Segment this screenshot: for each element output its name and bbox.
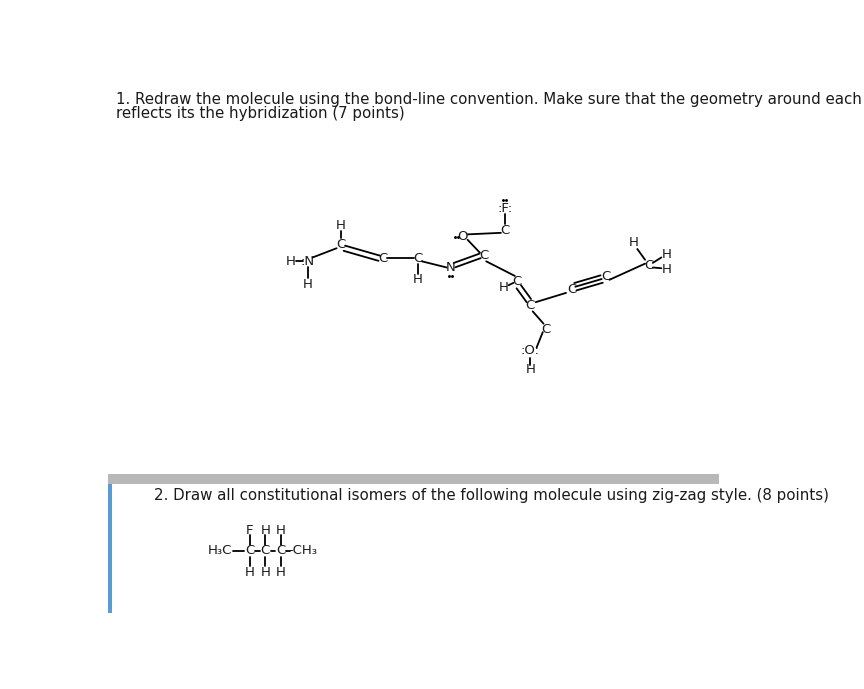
Text: H: H — [662, 248, 671, 261]
Text: C: C — [512, 275, 522, 288]
Text: 1. Redraw the molecule using the bond-line convention. Make sure that the geomet: 1. Redraw the molecule using the bond-li… — [116, 92, 864, 107]
Text: H: H — [286, 255, 295, 268]
Text: :O:: :O: — [521, 344, 540, 357]
Text: H: H — [260, 524, 270, 537]
Text: H: H — [413, 274, 423, 287]
Text: :F:: :F: — [497, 202, 512, 215]
Text: F: F — [246, 524, 253, 537]
Text: C: C — [480, 249, 488, 263]
Text: C: C — [645, 260, 653, 272]
Text: C: C — [378, 251, 388, 265]
Text: C: C — [541, 322, 550, 336]
Text: H: H — [628, 236, 638, 249]
Text: N: N — [446, 261, 455, 274]
Text: C: C — [276, 544, 285, 557]
Text: C: C — [601, 270, 610, 283]
Text: H: H — [276, 566, 286, 579]
Text: H: H — [525, 363, 536, 376]
Text: H: H — [276, 524, 286, 537]
Text: C: C — [567, 282, 576, 296]
Text: C: C — [336, 238, 345, 251]
Text: H: H — [245, 566, 255, 579]
Text: :N: :N — [301, 255, 315, 268]
Text: C: C — [500, 224, 510, 237]
Text: H: H — [303, 278, 313, 291]
Text: H: H — [499, 281, 508, 294]
Text: O: O — [458, 230, 468, 243]
Text: C: C — [245, 544, 255, 557]
Text: C: C — [526, 300, 535, 313]
Text: reflects its the hybridization (7 points): reflects its the hybridization (7 points… — [116, 106, 404, 121]
Text: H: H — [662, 263, 671, 276]
Text: 2. Draw all constitutional isomers of the following molecule using zig-zag style: 2. Draw all constitutional isomers of th… — [155, 489, 829, 504]
Text: –CH₃: –CH₃ — [286, 544, 317, 557]
Text: H: H — [260, 566, 270, 579]
Text: C: C — [413, 251, 422, 265]
Text: C: C — [261, 544, 270, 557]
Text: H: H — [335, 218, 346, 232]
Text: H₃C: H₃C — [207, 544, 232, 557]
